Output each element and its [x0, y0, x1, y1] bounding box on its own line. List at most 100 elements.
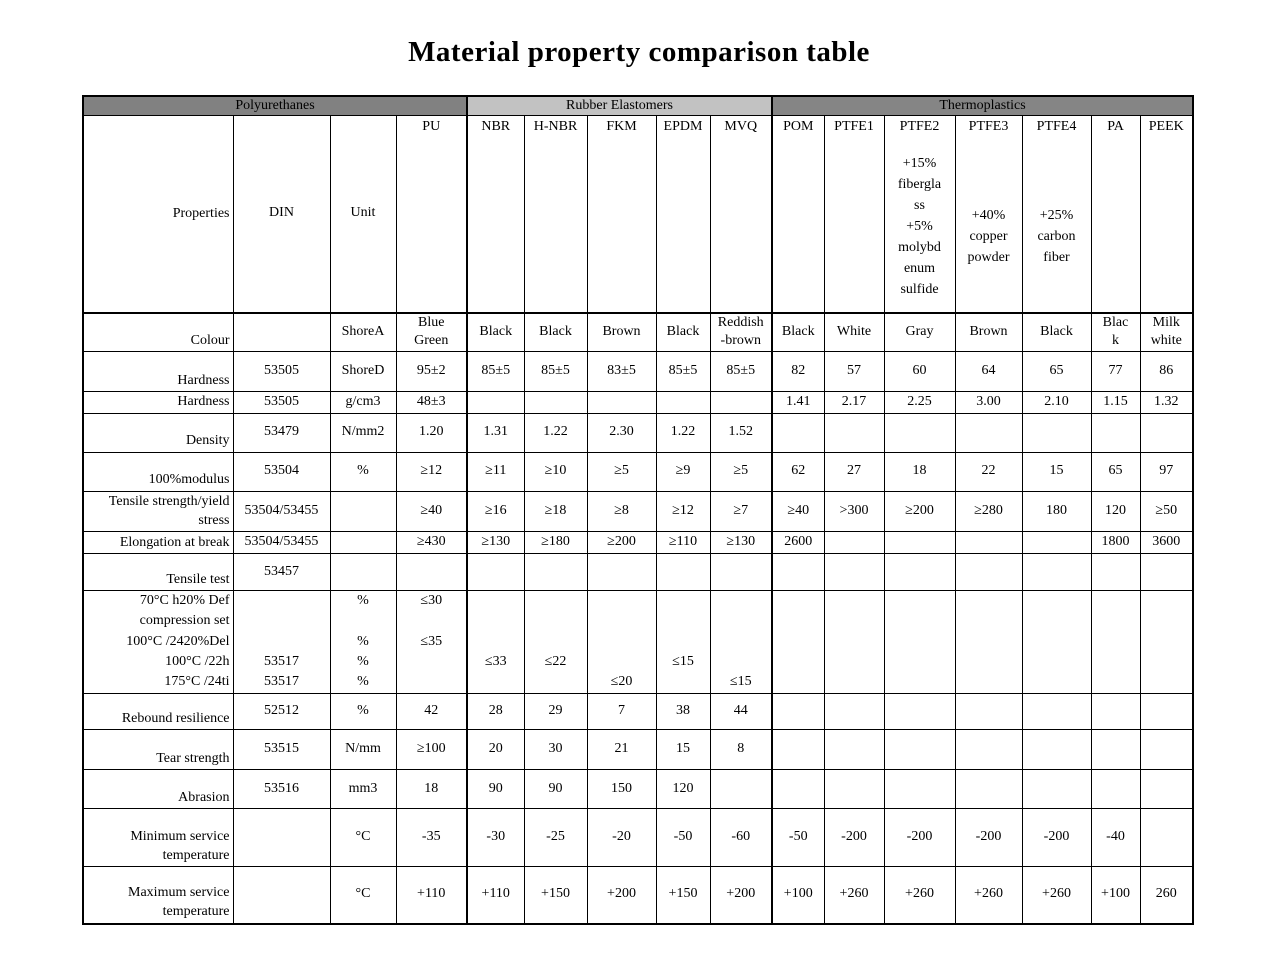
block-line [657, 632, 709, 652]
block-line: ≤22 [544, 653, 567, 669]
cell-elongation-pom: 2600 [771, 531, 825, 555]
cell-hardness-shored-pa: 77 [1090, 351, 1141, 393]
cell-tensile-test-h-nbr [523, 553, 588, 592]
compression-set-row: 70°C h20% Def compression set 100°C /2420%… [82, 590, 1194, 695]
cell-colour-peek: Milk white [1139, 311, 1194, 353]
cell-elongation-nbr: ≥130 [466, 531, 525, 555]
cell-density-ptfe2 [883, 412, 956, 453]
hardness-gcm3-row: Hardness 53505 g/cm3 48±3 1.41 2.17 2.25 3.00 2.… [82, 391, 1194, 414]
cell-min-service-temp-epdm: -50 [655, 808, 711, 868]
block-line [1141, 652, 1192, 672]
block-line: compression set [139, 613, 230, 629]
cell-tensile-test-pom [771, 553, 825, 592]
block-line: 100°C /22h [165, 653, 230, 669]
block-line [469, 672, 523, 692]
block-line [774, 672, 823, 692]
cell-modulus-100-nbr: ≥11 [466, 451, 525, 492]
cell-abrasion-ptfe1 [823, 769, 885, 810]
cell-abrasion-mvq [709, 769, 773, 810]
cell-tear-strength-pom [771, 729, 825, 771]
din-modulus-100: 53504 [232, 451, 331, 492]
unit-elongation [329, 531, 397, 555]
cell-hardness-gcm3-ptfe3: 3.00 [954, 391, 1023, 414]
unit-tear-strength: N/mm [329, 729, 397, 771]
header-ptfe2: PTFE2 +15% fibergla ss +5% molybd enum su… [883, 115, 956, 314]
unit-tensile-test [329, 553, 397, 592]
cell-modulus-100-h-nbr: ≥10 [523, 451, 588, 492]
header-ptfe1: PTFE1 [823, 115, 885, 314]
rebound-row: Rebound resilience 52512% 42 28 29 7 38 44 [82, 693, 1194, 731]
cell-hardness-shored-ptfe2: 60 [883, 351, 956, 393]
material-label: PU [422, 119, 441, 134]
cell-colour-nbr: Black [466, 311, 525, 353]
cell-tear-strength-ptfe2 [883, 729, 956, 771]
cell-density-pu: 1.20 [395, 412, 468, 453]
header-unit: Unit [329, 115, 397, 314]
page-title: Material property comparison table [408, 36, 870, 68]
block-line: ≤20 [610, 673, 633, 689]
header-nbr: NBR [466, 115, 525, 314]
block-line: 70°C h20% Def [139, 593, 230, 609]
cell-tensile-strength-ptfe1: >300 [823, 490, 885, 533]
block-line [1023, 672, 1090, 692]
cell-tear-strength-fkm: 21 [586, 729, 657, 771]
cell-rebound-ptfe4 [1021, 693, 1092, 731]
block-line [1141, 672, 1192, 692]
cell-elongation-mvq: ≥130 [709, 531, 773, 555]
material-label: MVQ [724, 119, 758, 134]
cell-max-service-temp-ptfe2: +260 [883, 866, 956, 925]
block-line [956, 592, 1021, 612]
cell-hardness-shored-peek: 86 [1139, 351, 1194, 393]
cell-min-service-temp-nbr: -30 [466, 808, 525, 868]
material-label: EPDM [663, 119, 703, 134]
block-line: ≤15 [729, 673, 752, 689]
block-line [588, 632, 655, 652]
cell-abrasion-pa [1090, 769, 1141, 810]
cell-compression-set-ptfe3 [954, 590, 1023, 695]
column-header-row: Properties DIN Unit PU NBR H-NBR FKM EPDM MVQ POM… [82, 115, 1194, 314]
cell-modulus-100-pom: 62 [771, 451, 825, 492]
cell-elongation-pu: ≥430 [395, 531, 468, 555]
cell-tensile-strength-epdm: ≥12 [655, 490, 711, 533]
block-line [1092, 652, 1139, 672]
din-max-service-temp [232, 866, 331, 925]
cell-tear-strength-h-nbr: 30 [523, 729, 588, 771]
material-label: PTFE1 [834, 119, 874, 134]
cell-max-service-temp-pom: +100 [771, 866, 825, 925]
din-compression-set: 53517 53517 [232, 590, 331, 695]
cell-min-service-temp-pu: -35 [395, 808, 468, 868]
cell-modulus-100-ptfe3: 22 [954, 451, 1023, 492]
cell-min-service-temp-h-nbr: -25 [523, 808, 588, 868]
cell-hardness-gcm3-ptfe4: 2.10 [1021, 391, 1092, 414]
cell-hardness-gcm3-peek: 1.32 [1139, 391, 1194, 414]
cell-tear-strength-epdm: 15 [655, 729, 711, 771]
cell-tear-strength-ptfe4 [1021, 729, 1092, 771]
cell-density-h-nbr: 1.22 [523, 412, 588, 453]
cell-tear-strength-ptfe3 [954, 729, 1023, 771]
block-line [1023, 611, 1090, 631]
cell-min-service-temp-ptfe1: -200 [823, 808, 885, 868]
block-line [1023, 652, 1090, 672]
block-line [588, 611, 655, 631]
block-line [469, 632, 523, 652]
cell-hardness-gcm3-mvq [709, 391, 773, 414]
cell-density-pom [771, 412, 825, 453]
block-line [956, 672, 1021, 692]
material-label: H-NBR [533, 119, 578, 134]
material-filler-desc: +25% carbon fiber [1037, 207, 1076, 265]
cell-colour-pa: Blac k [1090, 311, 1141, 353]
cell-modulus-100-pa: 65 [1090, 451, 1141, 492]
cell-elongation-ptfe3 [954, 531, 1023, 555]
cell-compression-set-pom [771, 590, 825, 695]
block-line: % [357, 633, 369, 649]
din-abrasion: 53516 [232, 769, 331, 810]
hardness-shored-row: Hardness 53505 ShoreD 95±2 85±5 85±5 83±5 85±5 8… [82, 351, 1194, 393]
cell-tensile-strength-fkm: ≥8 [586, 490, 657, 533]
header-fkm: FKM [586, 115, 657, 314]
unit-colour: ShoreA [329, 311, 397, 353]
cell-density-pa [1090, 412, 1141, 453]
unit-modulus-100: % [329, 451, 397, 492]
cell-compression-set-pa [1090, 590, 1141, 695]
block-line: % [357, 653, 369, 669]
material-label: PTFE3 [968, 119, 1009, 134]
